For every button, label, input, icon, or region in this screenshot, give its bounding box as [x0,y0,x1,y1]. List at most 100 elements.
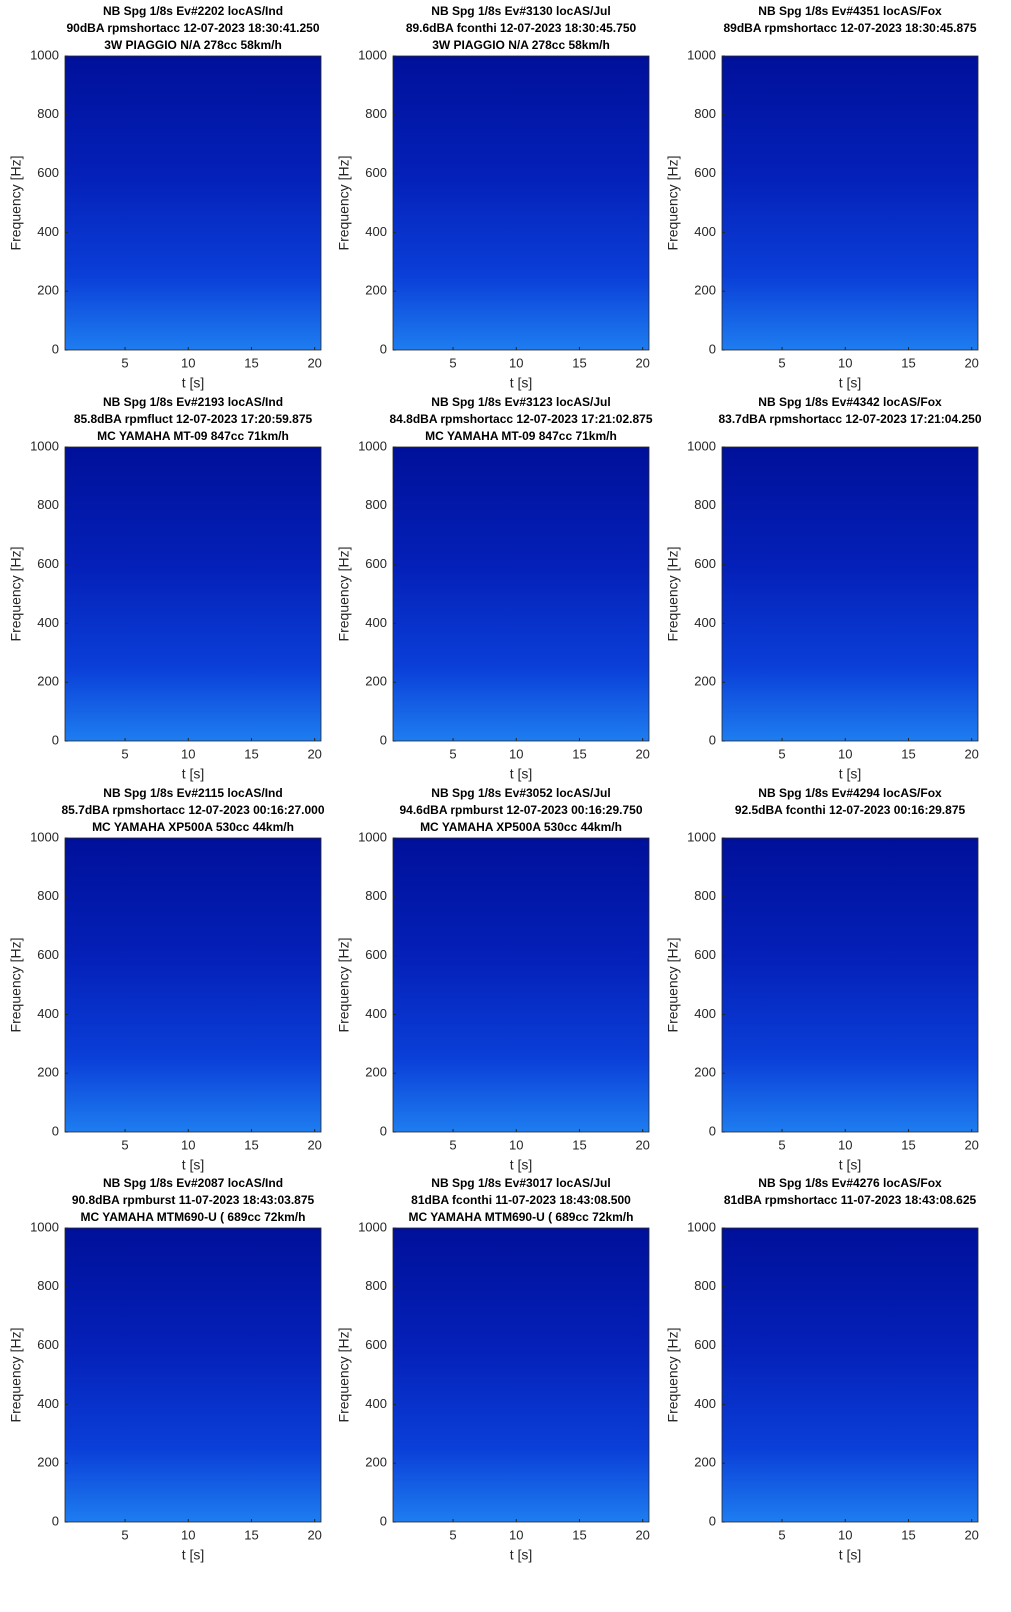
spectrogram-image [393,1228,649,1522]
spectrogram-image [65,447,321,741]
x-tick-label: 15 [901,1137,915,1152]
x-tick-label: 10 [181,746,195,761]
spectrogram-image [393,447,649,741]
axes-box [64,837,322,1133]
x-axis-label: t [s] [839,766,862,782]
spectrogram-image [722,1228,978,1522]
y-tick-label: 800 [365,1278,387,1293]
y-tick-label: 0 [52,732,59,747]
y-tick-label: 800 [694,1278,716,1293]
chart-title: NB Spg 1/8s Ev#4342 locAS/Fox [758,395,942,409]
chart-title: 89.6dBA fconthi 12-07-2023 18:30:45.750 [406,21,637,35]
x-axis-label: t [s] [839,1157,862,1173]
x-tick-label: 5 [778,355,785,370]
chart-title: NB Spg 1/8s Ev#3123 locAS/Jul [431,395,610,409]
y-tick-label: 0 [709,341,716,356]
x-tick-label: 5 [121,355,128,370]
y-tick-label: 200 [694,1065,716,1080]
y-tick-label: 200 [365,283,387,298]
y-tick-label: 0 [380,1123,387,1138]
y-tick-label: 1000 [30,829,59,844]
x-tick-label: 10 [509,746,523,761]
y-axis-label: Frequency [Hz] [8,1328,24,1423]
x-axis-label: t [s] [839,1547,862,1563]
x-tick-label: 10 [181,1137,195,1152]
y-tick-label: 200 [694,283,716,298]
y-tick-label: 400 [365,615,387,630]
y-tick-label: 800 [694,497,716,512]
y-axis-label: Frequency [Hz] [665,938,681,1033]
spectrogram-image [393,56,649,350]
x-tick-label: 5 [449,1137,456,1152]
y-tick-label: 400 [37,1396,59,1411]
y-tick-label: 600 [694,556,716,571]
axes-box [64,1227,322,1523]
chart-title: MC YAMAHA XP500A 530cc 44km/h [92,820,294,834]
y-axis-label: Frequency [Hz] [665,547,681,642]
x-tick-label: 15 [572,746,586,761]
y-tick-label: 800 [694,888,716,903]
chart-title: 81dBA rpmshortacc 11-07-2023 18:43:08.62… [724,1193,977,1207]
spectrogram-image [722,838,978,1132]
chart-title: 84.8dBA rpmshortacc 12-07-2023 17:21:02.… [389,412,652,426]
y-axis-label: Frequency [Hz] [336,156,352,251]
y-tick-label: 200 [37,1455,59,1470]
x-tick-label: 5 [778,1137,785,1152]
y-tick-label: 600 [365,947,387,962]
x-tick-label: 15 [901,746,915,761]
chart-title: 92.5dBA fconthi 12-07-2023 00:16:29.875 [735,803,966,817]
x-tick-label: 10 [838,746,852,761]
x-tick-label: 5 [449,1527,456,1542]
chart-title: 3W PIAGGIO N/A 278cc 58km/h [104,38,282,52]
x-tick-label: 20 [307,746,321,761]
y-tick-label: 1000 [30,47,59,62]
y-tick-label: 600 [694,947,716,962]
chart-title: NB Spg 1/8s Ev#4294 locAS/Fox [758,786,942,800]
x-tick-label: 15 [244,1137,258,1152]
y-axis-label: Frequency [Hz] [665,1328,681,1423]
x-axis-label: t [s] [182,766,205,782]
y-tick-label: 1000 [358,47,387,62]
axes-box [721,446,979,742]
spectrogram-image [722,447,978,741]
y-tick-label: 400 [37,615,59,630]
chart-title: MC YAMAHA MTM690-U ( 689cc 72km/h [81,1210,306,1224]
x-axis-label: t [s] [510,1547,533,1563]
axes-box [721,837,979,1133]
x-tick-label: 15 [901,1527,915,1542]
y-tick-label: 600 [365,556,387,571]
x-tick-label: 5 [778,746,785,761]
chart-title: 94.6dBA rpmburst 12-07-2023 00:16:29.750 [399,803,642,817]
axes-box [392,1227,650,1523]
x-tick-label: 15 [572,355,586,370]
chart-title: NB Spg 1/8s Ev#3052 locAS/Jul [431,786,610,800]
y-tick-label: 0 [380,1513,387,1528]
chart-title: 89dBA rpmshortacc 12-07-2023 18:30:45.87… [723,21,976,35]
y-tick-label: 200 [37,674,59,689]
chart-title: MC YAMAHA XP500A 530cc 44km/h [420,820,622,834]
spectrogram-image [65,838,321,1132]
y-tick-label: 800 [37,497,59,512]
y-tick-label: 1000 [687,47,716,62]
x-tick-label: 20 [635,1527,649,1542]
x-tick-label: 10 [838,1137,852,1152]
y-tick-label: 200 [37,283,59,298]
y-axis-label: Frequency [Hz] [336,1328,352,1423]
y-tick-label: 600 [37,947,59,962]
axes-box [64,446,322,742]
y-tick-label: 600 [365,1337,387,1352]
x-tick-label: 15 [244,1527,258,1542]
axes-box [392,837,650,1133]
y-tick-label: 800 [37,888,59,903]
y-tick-label: 800 [37,106,59,121]
y-tick-label: 800 [365,888,387,903]
chart-title: 81dBA fconthi 11-07-2023 18:43:08.500 [411,1193,631,1207]
x-tick-label: 5 [449,746,456,761]
y-tick-label: 200 [365,1455,387,1470]
spectrogram-image [65,1228,321,1522]
x-tick-label: 10 [181,355,195,370]
chart-title: 85.8dBA rpmfluct 12-07-2023 17:20:59.875 [74,412,313,426]
x-tick-label: 15 [244,746,258,761]
chart-title: NB Spg 1/8s Ev#2087 locAS/Ind [103,1176,283,1190]
x-tick-label: 5 [449,355,456,370]
